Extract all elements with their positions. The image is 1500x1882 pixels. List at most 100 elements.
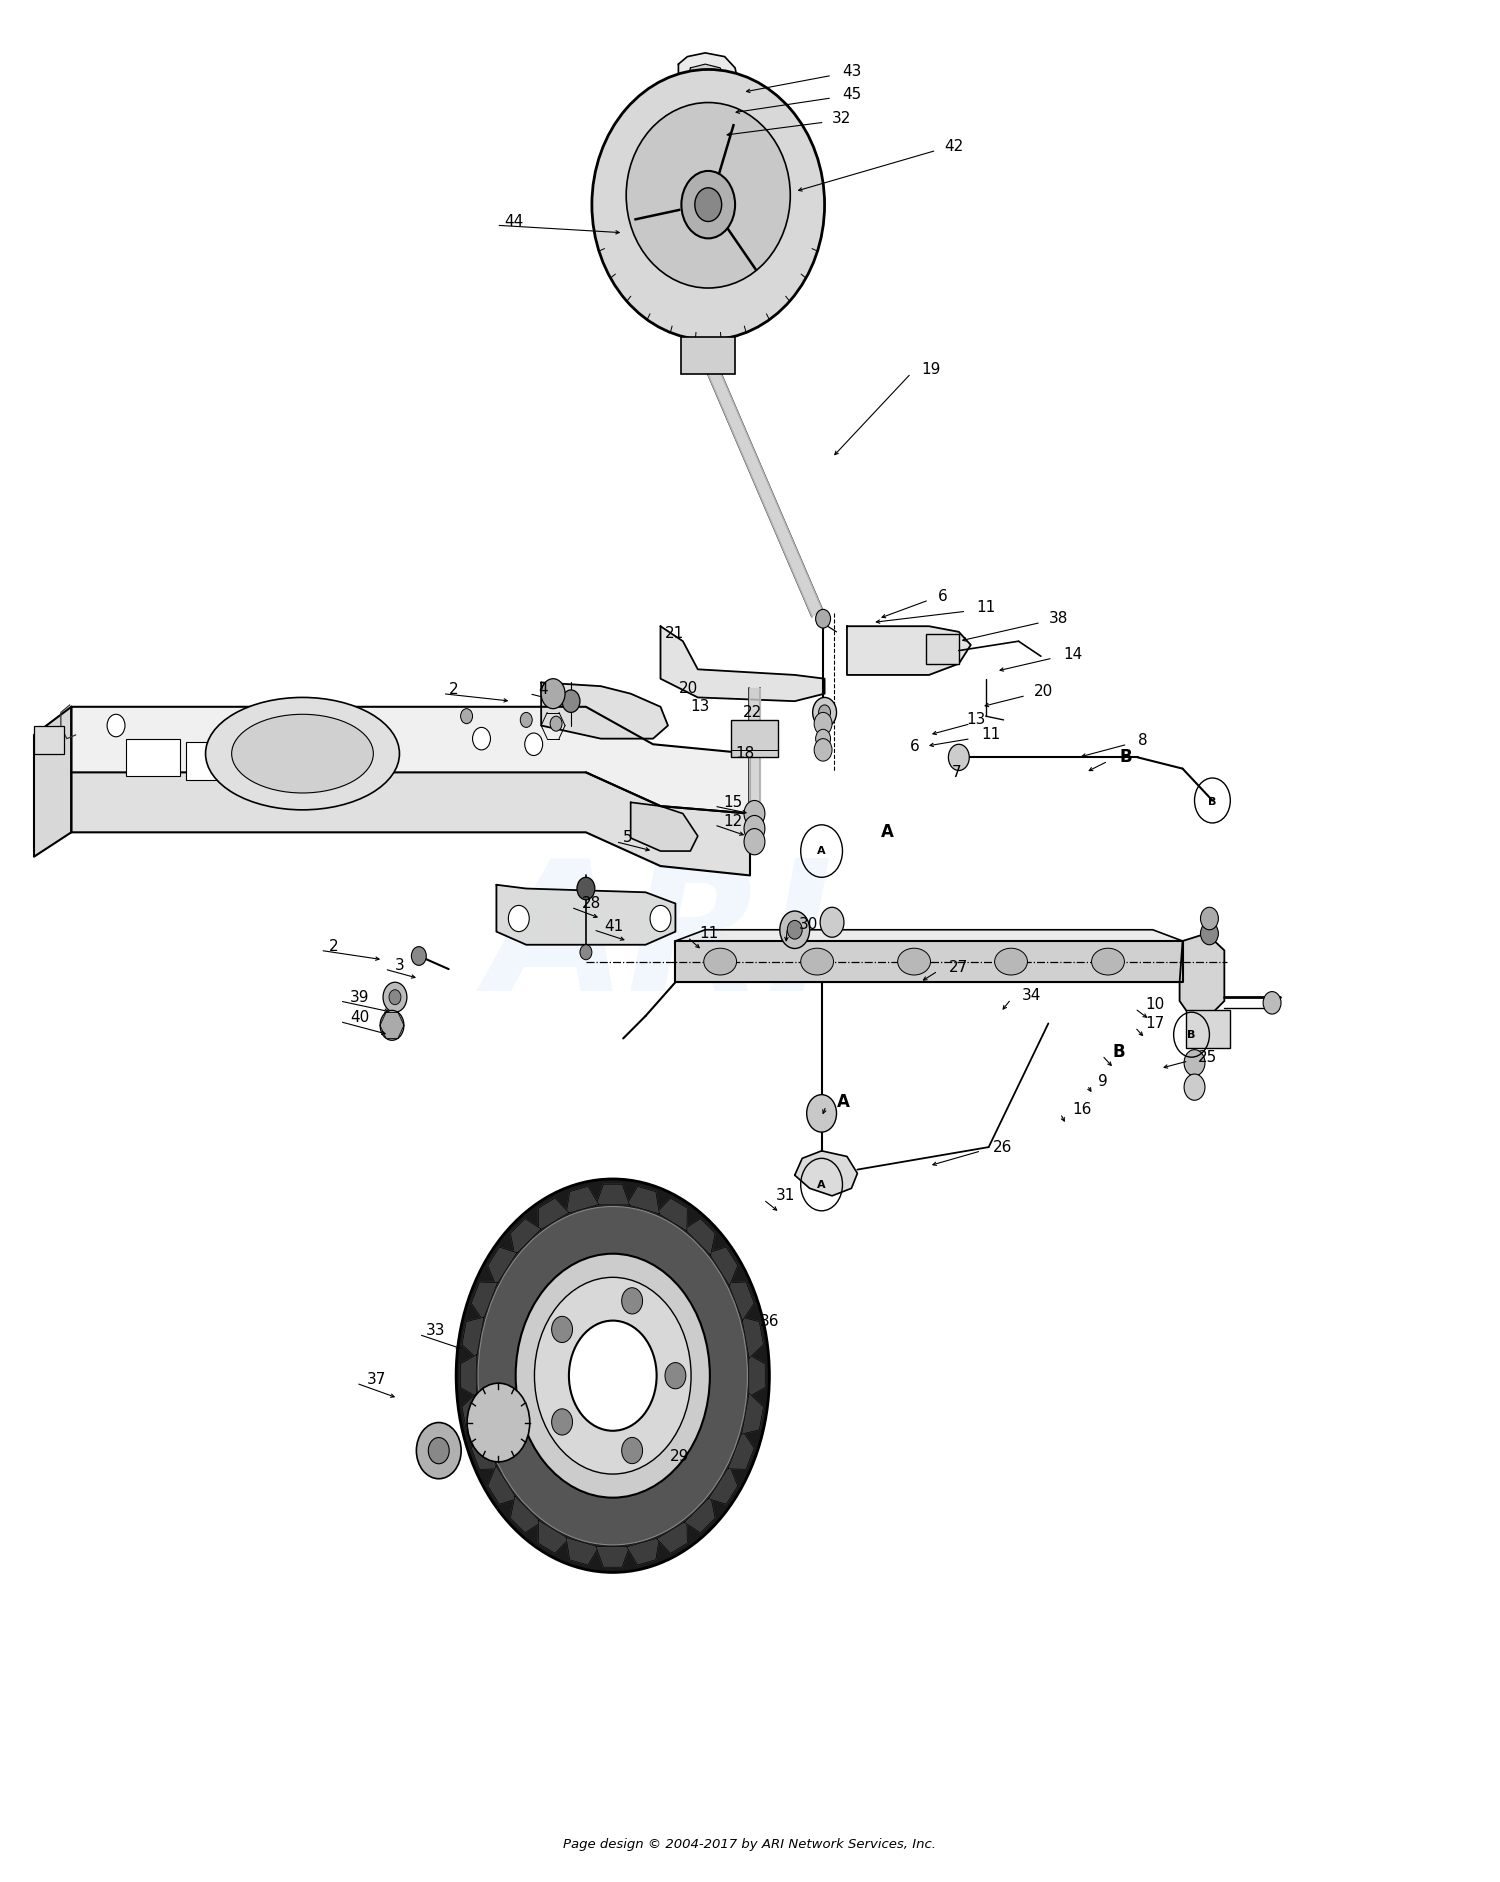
Text: B: B [1208,798,1216,807]
Polygon shape [488,1248,518,1285]
Polygon shape [1179,933,1224,1016]
Circle shape [1184,1075,1204,1101]
FancyBboxPatch shape [126,738,180,775]
Text: 16: 16 [1072,1103,1092,1118]
Circle shape [520,713,532,728]
Circle shape [816,730,831,747]
Circle shape [106,715,124,736]
Polygon shape [708,1466,738,1504]
Text: ARI: ARI [488,853,834,1029]
Circle shape [382,982,406,1013]
Ellipse shape [206,698,399,809]
Polygon shape [627,1186,660,1214]
Text: 15: 15 [723,794,742,809]
Text: 2: 2 [330,939,339,954]
Circle shape [681,171,735,239]
Text: 10: 10 [1146,997,1164,1013]
Polygon shape [496,885,675,945]
Polygon shape [471,1282,498,1321]
Text: 29: 29 [670,1449,690,1464]
Polygon shape [488,1466,518,1504]
Polygon shape [675,941,1182,982]
Circle shape [813,698,837,728]
Text: 44: 44 [504,215,524,230]
Text: B: B [1120,749,1132,766]
Circle shape [780,911,810,949]
Text: 13: 13 [966,713,986,728]
Circle shape [704,122,712,134]
Polygon shape [566,1186,598,1214]
Text: 45: 45 [843,87,861,102]
Text: 9: 9 [1098,1075,1107,1090]
Text: 36: 36 [759,1314,778,1329]
Text: 40: 40 [350,1011,369,1026]
Polygon shape [462,1393,484,1434]
Polygon shape [72,772,750,875]
Text: 43: 43 [843,64,862,79]
Text: 6: 6 [938,589,948,604]
Polygon shape [748,1355,765,1396]
Circle shape [621,1287,642,1314]
Polygon shape [538,1521,568,1553]
Polygon shape [741,1393,764,1434]
Text: A: A [818,1180,827,1189]
Text: 42: 42 [944,139,963,154]
Ellipse shape [897,949,930,975]
Text: 41: 41 [604,918,622,933]
Text: 38: 38 [1048,612,1068,627]
Circle shape [788,920,802,939]
Polygon shape [462,1317,484,1359]
Polygon shape [596,1184,630,1204]
Text: 6: 6 [909,738,920,753]
Polygon shape [675,930,1182,941]
FancyBboxPatch shape [681,337,735,375]
Polygon shape [688,64,726,90]
Polygon shape [596,1547,630,1568]
Text: 17: 17 [1146,1016,1164,1031]
Circle shape [552,1410,573,1436]
Text: Page design © 2004-2017 by ARI Network Services, Inc.: Page design © 2004-2017 by ARI Network S… [564,1837,936,1850]
Text: A: A [882,822,894,841]
Circle shape [700,113,709,124]
Circle shape [568,1321,657,1430]
Circle shape [821,907,844,937]
Circle shape [744,828,765,854]
Circle shape [815,713,833,734]
FancyBboxPatch shape [186,742,240,779]
Circle shape [388,990,400,1005]
Circle shape [552,1316,573,1342]
Text: 31: 31 [776,1188,795,1203]
Text: A: A [818,847,827,856]
Circle shape [411,947,426,965]
Polygon shape [728,1430,754,1470]
Circle shape [534,1278,692,1474]
Text: B: B [1113,1043,1125,1061]
Text: 20: 20 [678,681,698,696]
Text: 26: 26 [993,1140,1012,1154]
Circle shape [1200,922,1218,945]
Circle shape [429,1438,448,1464]
Circle shape [516,1253,710,1498]
FancyBboxPatch shape [730,721,778,757]
Polygon shape [660,627,825,702]
Circle shape [807,1095,837,1133]
Polygon shape [460,1355,477,1396]
Polygon shape [795,1152,858,1195]
Text: 4: 4 [538,683,548,698]
Text: 20: 20 [1034,685,1053,700]
Text: 39: 39 [350,990,369,1005]
Polygon shape [704,356,822,617]
Polygon shape [34,708,72,856]
Circle shape [815,738,833,760]
Circle shape [744,800,765,826]
Text: A: A [837,1093,849,1110]
Circle shape [580,945,592,960]
Circle shape [1184,1050,1204,1077]
Text: 14: 14 [1064,647,1083,662]
Text: 34: 34 [1022,988,1041,1003]
Circle shape [819,706,831,721]
Text: 8: 8 [1138,732,1148,747]
Ellipse shape [231,715,374,792]
Text: 27: 27 [948,960,968,975]
Circle shape [456,1178,770,1573]
